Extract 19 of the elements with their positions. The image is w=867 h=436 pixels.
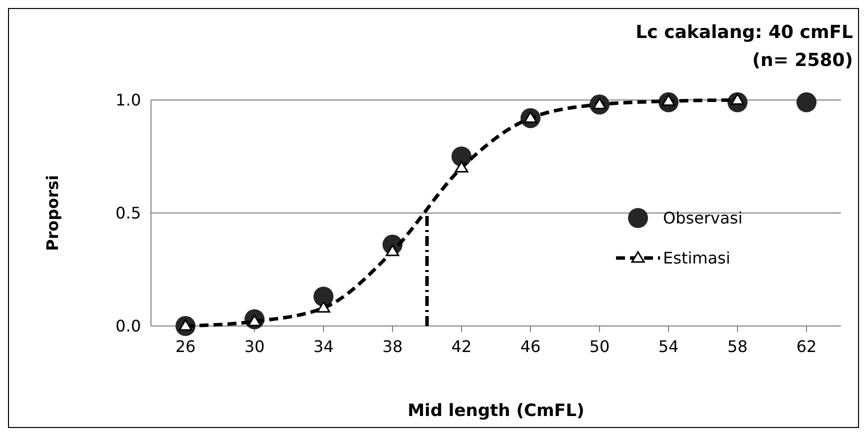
y-tick-label: 0.0 <box>116 316 141 336</box>
x-tick-label: 34 <box>313 337 334 356</box>
x-tick-label: 26 <box>175 337 196 356</box>
chart-title: Lc cakalang: 40 cmFL <box>636 22 853 43</box>
x-tick-label: 50 <box>589 337 610 356</box>
chart-subtitle: (n= 2580) <box>752 50 853 71</box>
x-tick-label: 42 <box>451 337 472 356</box>
y-tick-label: 1.0 <box>116 90 141 110</box>
x-tick-label: 38 <box>382 337 403 356</box>
legend-label: Observasi <box>663 208 743 228</box>
y-axis-title: Proporsi <box>43 175 62 251</box>
y-tick-label: 0.5 <box>116 204 141 223</box>
x-tick-label: 62 <box>796 337 817 356</box>
x-tick-label: 54 <box>658 337 679 356</box>
x-tick-label: 30 <box>244 337 265 356</box>
x-tick-label: 58 <box>727 337 748 356</box>
legend-label: Estimasi <box>663 248 730 268</box>
x-tick-label: 46 <box>520 337 541 356</box>
x-axis-title: Mid length (CmFL) <box>408 401 584 421</box>
